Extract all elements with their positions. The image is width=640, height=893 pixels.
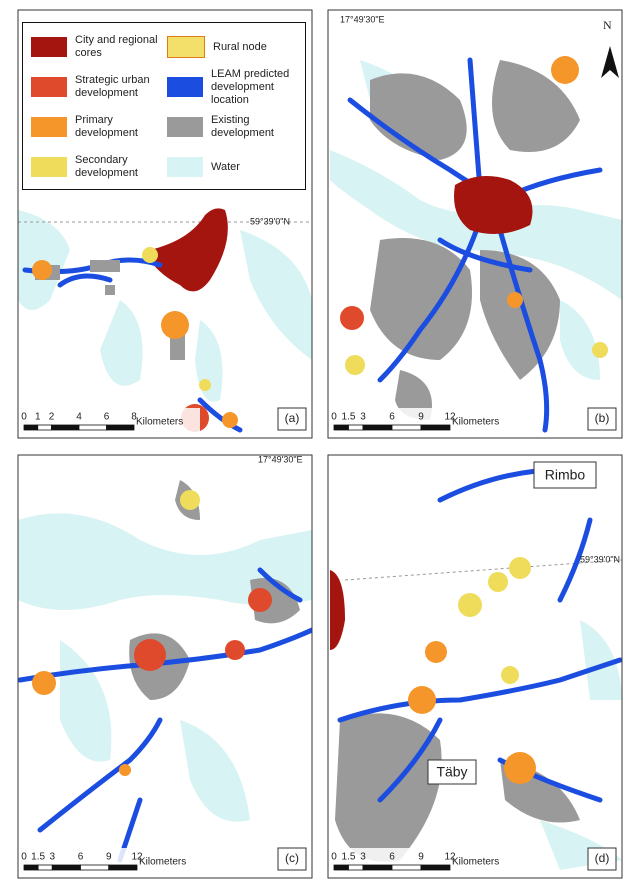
- panel-label: (b): [595, 411, 610, 425]
- scale-segment: [37, 424, 52, 431]
- legend-swatch: [167, 117, 203, 137]
- scale-tick-label: 4: [76, 412, 82, 423]
- coordinate: 17°49'30"E: [258, 454, 303, 464]
- scale-unit: Kilometers: [452, 857, 499, 868]
- legend-label: Strategic urban development: [75, 74, 150, 99]
- scale-tick-label: 8: [131, 412, 137, 423]
- scale-segment: [362, 864, 393, 871]
- scale-tick-label: 0: [331, 412, 337, 423]
- legend-swatch: [31, 157, 67, 177]
- scale-unit: Kilometers: [139, 857, 186, 868]
- legend-item: Strategic urban development: [31, 69, 171, 105]
- scale-tick-label: 9: [106, 852, 112, 863]
- panel-frame: [327, 9, 623, 439]
- legend-swatch: [167, 36, 205, 58]
- scale-segment: [78, 424, 107, 431]
- panel-label: (a): [285, 411, 300, 425]
- panel-c-map: [18, 455, 312, 878]
- scale-segment: [362, 424, 393, 431]
- scale-segment: [51, 424, 80, 431]
- north-label: N: [603, 18, 612, 32]
- scale-tick-label: 3: [360, 412, 366, 423]
- scale-segment: [23, 424, 39, 431]
- panel-d-map: [328, 455, 622, 878]
- legend-label: LEAM predicted development location: [211, 67, 290, 106]
- scale-segment: [333, 864, 349, 871]
- map-texts: 59°39'0"N 17°49'30"E N 17°49'30"E 59°39'…: [250, 14, 620, 779]
- legend-item: City and regional cores: [31, 29, 171, 65]
- legend-label: Existing development: [211, 114, 274, 139]
- place-label: Rimbo: [545, 467, 586, 483]
- coordinate: 59°39'0"N: [250, 216, 290, 226]
- scale-unit: Kilometers: [136, 417, 183, 428]
- scale-tick-label: 6: [78, 852, 84, 863]
- scale-segment: [391, 864, 422, 871]
- scale-tick-label: 3: [49, 852, 55, 863]
- scale-tick-label: 0: [21, 412, 27, 423]
- panel-label-box: [587, 847, 617, 871]
- coordinate: 17°49'30"E: [340, 14, 385, 24]
- panel-frame: [17, 9, 313, 439]
- scale-tick-label: 1.5: [342, 412, 356, 423]
- scale-segment: [391, 424, 422, 431]
- scale-segment: [51, 864, 81, 871]
- scale-tick-label: 6: [389, 412, 395, 423]
- scale-tick-label: 0: [331, 852, 337, 863]
- panel-frame: [327, 454, 623, 879]
- scale-tick-label: 2: [49, 412, 55, 423]
- legend-label: Primary development: [75, 114, 138, 139]
- scale-tick-label: 12: [444, 852, 456, 863]
- scale-segment: [333, 424, 349, 431]
- scale-tick-label: 6: [389, 852, 395, 863]
- scale-segment: [23, 864, 39, 871]
- panel-label-box: [277, 847, 307, 871]
- scale-tick-label: 12: [444, 412, 456, 423]
- legend-swatch: [31, 37, 67, 57]
- legend: City and regional cores Strategic urban d…: [22, 22, 306, 190]
- scale-segment: [420, 864, 451, 871]
- scale-segment: [420, 424, 451, 431]
- legend-item: LEAM predicted development location: [167, 67, 307, 106]
- legend-swatch: [167, 77, 203, 97]
- scale-segment: [108, 864, 138, 871]
- legend-item: Water: [167, 149, 307, 185]
- legend-swatch: [167, 157, 203, 177]
- scale-unit: Kilometers: [452, 417, 499, 428]
- legend-item: Rural node: [167, 29, 307, 65]
- panel-frame: [17, 454, 313, 879]
- legend-item: Secondary development: [31, 149, 171, 185]
- legend-label: Rural node: [213, 40, 267, 53]
- scale-segment: [37, 864, 53, 871]
- scale-tick-label: 1: [35, 412, 41, 423]
- scale-segment: [80, 864, 110, 871]
- coordinate: 59°39'0"N: [580, 554, 620, 564]
- scale-tick-label: 12: [131, 852, 143, 863]
- panel-b-map: [328, 10, 622, 438]
- legend-label: City and regional cores: [75, 34, 158, 59]
- scale-tick-label: 9: [418, 412, 424, 423]
- legend-swatch: [31, 77, 67, 97]
- scale-tick-label: 1.5: [342, 852, 356, 863]
- north-arrow: [601, 46, 619, 78]
- place-label: Täby: [436, 764, 467, 780]
- scale-segment: [348, 864, 364, 871]
- legend-swatch: [31, 117, 67, 137]
- panel-label: (d): [595, 851, 610, 865]
- scale-tick-label: 0: [21, 852, 27, 863]
- scale-tick-label: 1.5: [31, 852, 45, 863]
- scale-segment: [106, 424, 135, 431]
- scale-segment: [348, 424, 364, 431]
- panel-label-box: [587, 407, 617, 431]
- scale-tick-label: 9: [418, 852, 424, 863]
- scale-tick-label: 6: [104, 412, 110, 423]
- legend-item: Existing development: [167, 109, 307, 145]
- panel-label: (c): [285, 851, 299, 865]
- panel-label-box: [277, 407, 307, 431]
- legend-item: Primary development: [31, 109, 171, 145]
- legend-label: Secondary development: [75, 154, 138, 179]
- scale-tick-label: 3: [360, 852, 366, 863]
- legend-label: Water: [211, 160, 240, 173]
